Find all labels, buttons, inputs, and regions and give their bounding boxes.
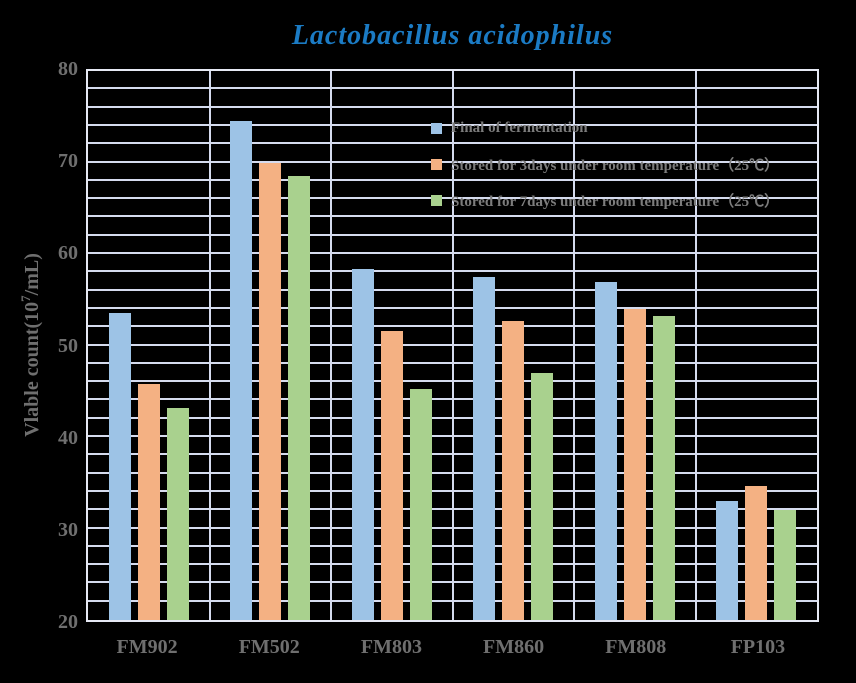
legend-swatch-icon: [431, 194, 442, 206]
x-tick-label-FM902: FM902: [116, 636, 178, 658]
legend: Final of fermentation Stored for 3days u…: [431, 116, 779, 224]
bar-FM803-series3: [409, 389, 432, 620]
x-tick-label-FM502: FM502: [238, 636, 300, 658]
v-gridline: [330, 71, 332, 620]
y-tick-label-60: 60: [58, 242, 78, 265]
x-tick-label-FM803: FM803: [360, 636, 422, 658]
bar-FP103-series3: [774, 510, 797, 620]
bar-group-FM902: [88, 71, 210, 620]
y-axis-title-prefix: Vlable count(10: [20, 301, 43, 437]
bar-FM502-series2: [259, 162, 282, 620]
bar-FM808-series1: [594, 282, 617, 620]
legend-swatch-icon: [431, 158, 442, 170]
x-tick-label-FM860: FM860: [483, 636, 545, 658]
v-gridline: [573, 71, 575, 620]
v-gridline: [694, 71, 697, 620]
legend-item-final-of-fermentation: Final of fermentation: [431, 116, 779, 140]
bar-FM803-series2: [380, 330, 403, 620]
bar-FP103-series2: [745, 485, 768, 620]
v-gridline: [451, 71, 454, 620]
bar-FM860-series2: [502, 320, 525, 620]
y-tick-label-40: 40: [58, 426, 78, 449]
bar-group-FM860: [453, 71, 575, 620]
chart-title: Lactobacillus acidophilus: [291, 20, 614, 51]
y-tick-label-80: 80: [58, 58, 78, 80]
v-gridline: [208, 71, 211, 620]
y-tick-label-50: 50: [58, 334, 78, 357]
legend-item-stored-7days: Stored for 7days under room temperature（…: [431, 188, 779, 212]
bar-FM902-series3: [166, 407, 189, 620]
bar-FM502-series3: [288, 176, 311, 620]
legend-label: Final of fermentation: [451, 119, 588, 136]
bar-FM860-series3: [531, 372, 554, 620]
bar-FM502-series1: [230, 121, 253, 620]
bar-FM902-series1: [108, 313, 131, 620]
y-axis-title-superscript: 7: [18, 295, 34, 302]
x-tick-label-FM808: FM808: [605, 636, 667, 658]
legend-item-stored-3days: Stored for 3days under room temperature（…: [431, 152, 779, 176]
bar-group-FP103: [696, 71, 818, 620]
legend-label: Stored for 7days under room temperature（…: [451, 193, 780, 210]
bar-group-FM803: [331, 71, 453, 620]
bar-FM803-series1: [351, 268, 374, 620]
plot-area: [86, 69, 819, 622]
y-tick-label-20: 20: [58, 611, 78, 633]
x-tick-label-FP103: FP103: [730, 636, 786, 658]
bar-group-FM502: [210, 71, 332, 620]
y-tick-label-70: 70: [58, 150, 78, 173]
legend-label: Stored for 3days under room temperature（…: [451, 157, 780, 174]
bar-FM808-series2: [623, 308, 646, 620]
legend-swatch-icon: [431, 122, 442, 134]
bar-group-FM808: [574, 71, 696, 620]
bar-FP103-series1: [716, 501, 739, 620]
y-tick-label-30: 30: [58, 518, 78, 541]
bar-FM902-series2: [137, 383, 160, 620]
bar-FM808-series3: [652, 316, 675, 620]
bar-FM860-series1: [473, 276, 496, 620]
